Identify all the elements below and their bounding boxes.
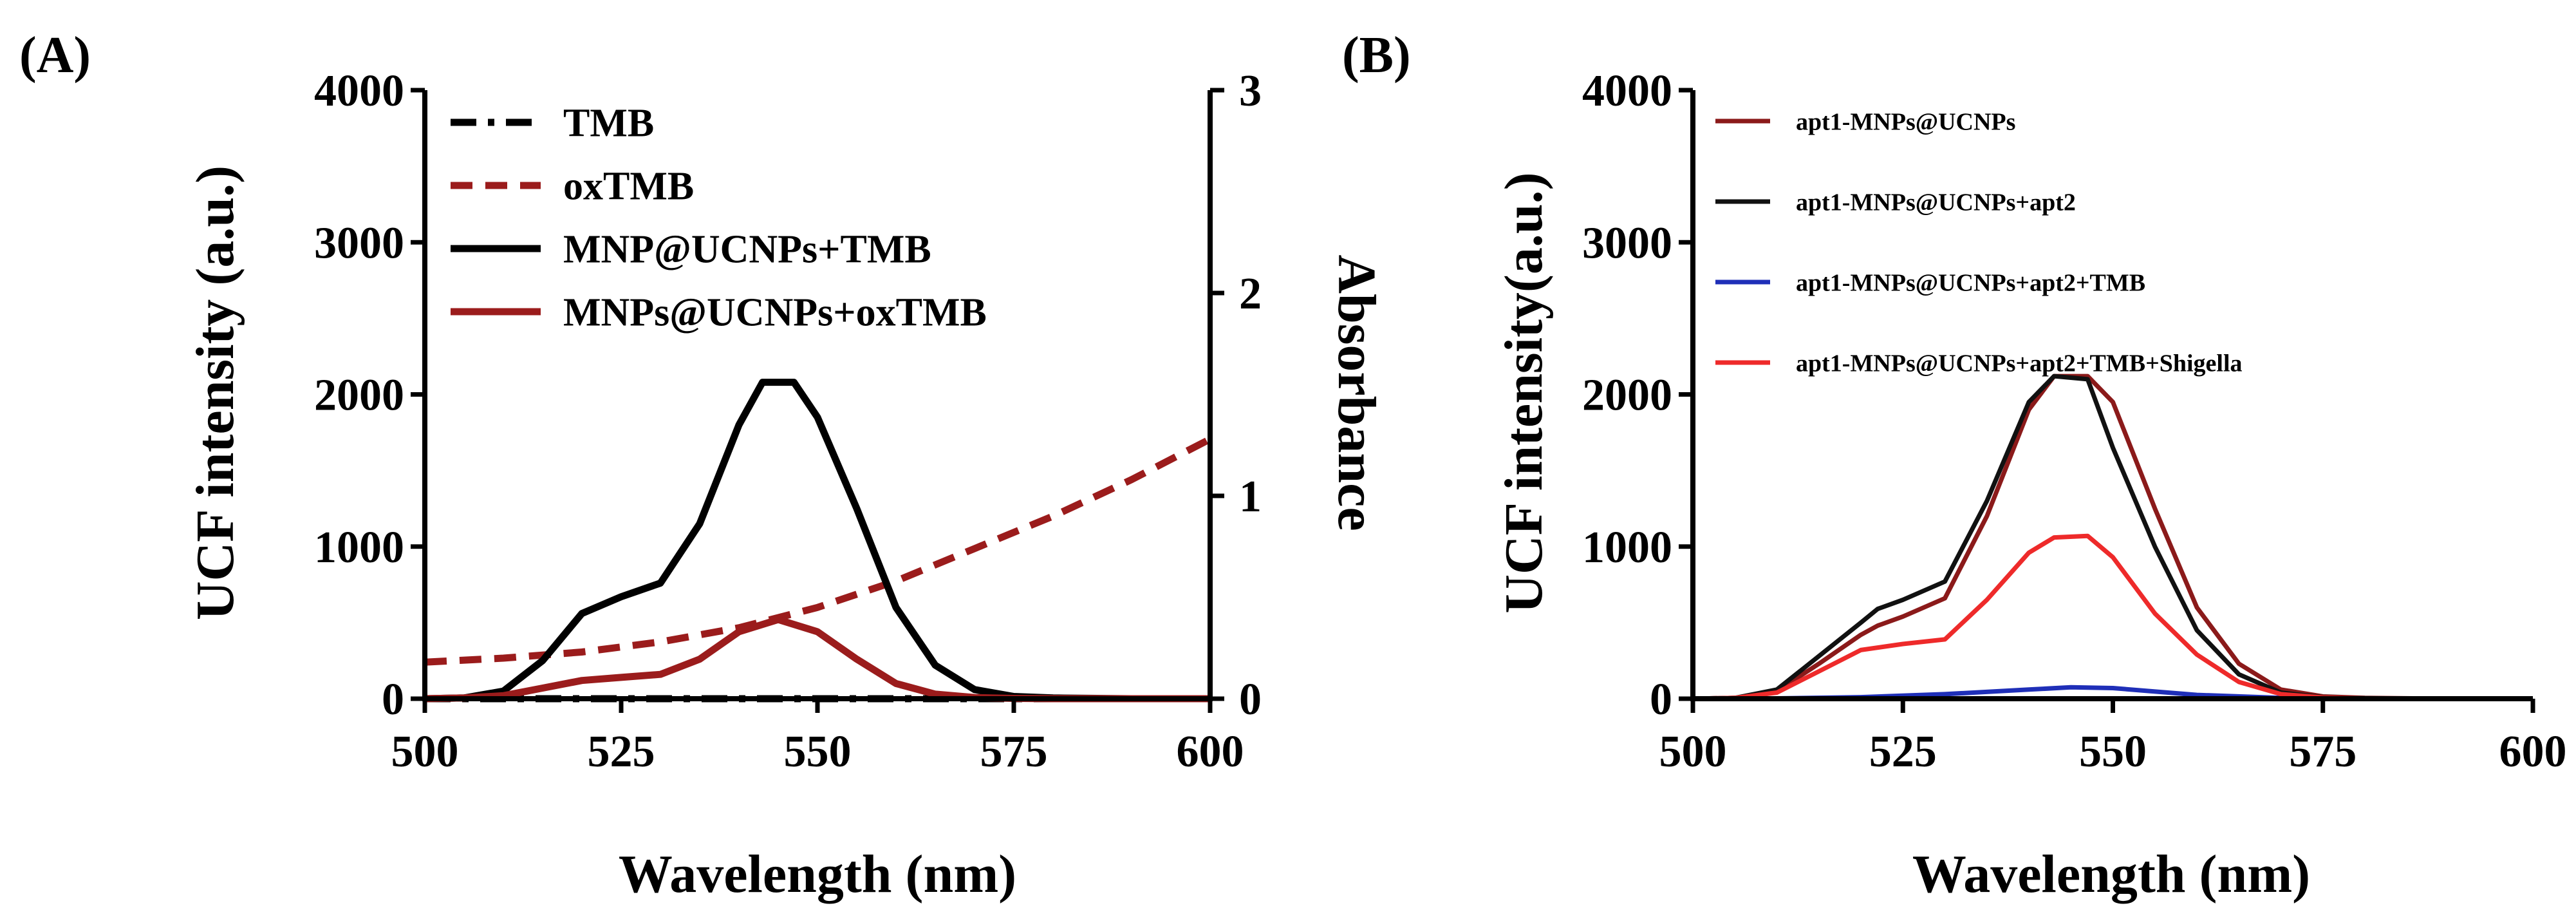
x-tick-label: 500: [1659, 727, 1727, 777]
y-tick-label: 3000: [314, 218, 404, 268]
y-tick-label: 0: [1650, 675, 1672, 724]
legend-label-2: oxTMB: [563, 165, 694, 209]
y-tick-label: 2000: [314, 371, 404, 421]
y-tick-label: 1000: [314, 523, 404, 572]
legend-label-2: apt1-MNPs@UCNPs+apt2: [1796, 189, 2076, 216]
x-tick-label: 550: [784, 727, 852, 777]
legend-label-4: MNPs@UCNPs+oxTMB: [563, 291, 987, 335]
panel-a-legend: TMB oxTMB MNP@UCNPs+TMB MNPs@UCNPs+oxTMB: [451, 102, 987, 335]
y2-tick-label: 2: [1239, 269, 1262, 319]
panel-b: (B) 500 525 550 575 600 0 1000 2000 3000 4000 Wav…: [1342, 27, 2567, 904]
y-tick-label: 0: [382, 675, 404, 724]
y-tick-label: 3000: [1582, 218, 1672, 268]
y-tick-label: 1000: [1582, 523, 1672, 572]
x-tick-label: 500: [391, 727, 459, 777]
panel-b-xlabel: Wavelength (nm): [1912, 844, 2310, 904]
y2-tick-label: 3: [1239, 66, 1262, 116]
panel-b-label: (B): [1342, 27, 1411, 84]
y-tick-label: 2000: [1582, 371, 1672, 421]
x-tick-label: 575: [2289, 727, 2357, 777]
series-line-2: [424, 435, 1212, 666]
x-tick-label: 600: [1177, 727, 1244, 777]
x-tick-label: 525: [1869, 727, 1937, 777]
panel-b-ylabel: UCF intensity(a.u.): [1494, 172, 1554, 613]
y2-tick-label: 0: [1239, 675, 1262, 724]
series-line-2: [1692, 374, 2533, 701]
series-line-4: [1692, 533, 2533, 701]
legend-label-1: apt1-MNPs@UCNPs: [1796, 108, 2015, 135]
x-tick-label: 525: [588, 727, 655, 777]
y-tick-label: 4000: [1582, 66, 1672, 116]
panel-a: (A) 500 525 550 575 600010002000300040000123…: [19, 27, 1386, 904]
x-tick-label: 600: [2499, 727, 2567, 777]
series-line-1: [1692, 374, 2533, 701]
x-tick-label: 575: [980, 727, 1048, 777]
legend-label-1: TMB: [563, 102, 654, 146]
x-tick-label: 550: [2079, 727, 2147, 777]
panel-a-ylabel: UCF intensity (a.u.): [185, 166, 245, 620]
series-line-3: [424, 379, 1210, 703]
y-tick-label: 4000: [314, 66, 404, 116]
panel-a-xlabel: Wavelength (nm): [619, 844, 1016, 904]
panel-a-label: (A): [19, 27, 91, 84]
panel-b-legend: apt1-MNPs@UCNPs apt1-MNPs@UCNPs+apt2 apt1-…: [1715, 108, 2243, 377]
y2-tick-label: 1: [1239, 472, 1262, 522]
legend-label-3: apt1-MNPs@UCNPs+apt2+TMB: [1796, 269, 2145, 296]
panel-a-y2label: Absorbance: [1327, 254, 1386, 531]
legend-label-4: apt1-MNPs@UCNPs+apt2+TMB+Shigella: [1796, 350, 2243, 377]
legend-label-3: MNP@UCNPs+TMB: [563, 228, 931, 272]
